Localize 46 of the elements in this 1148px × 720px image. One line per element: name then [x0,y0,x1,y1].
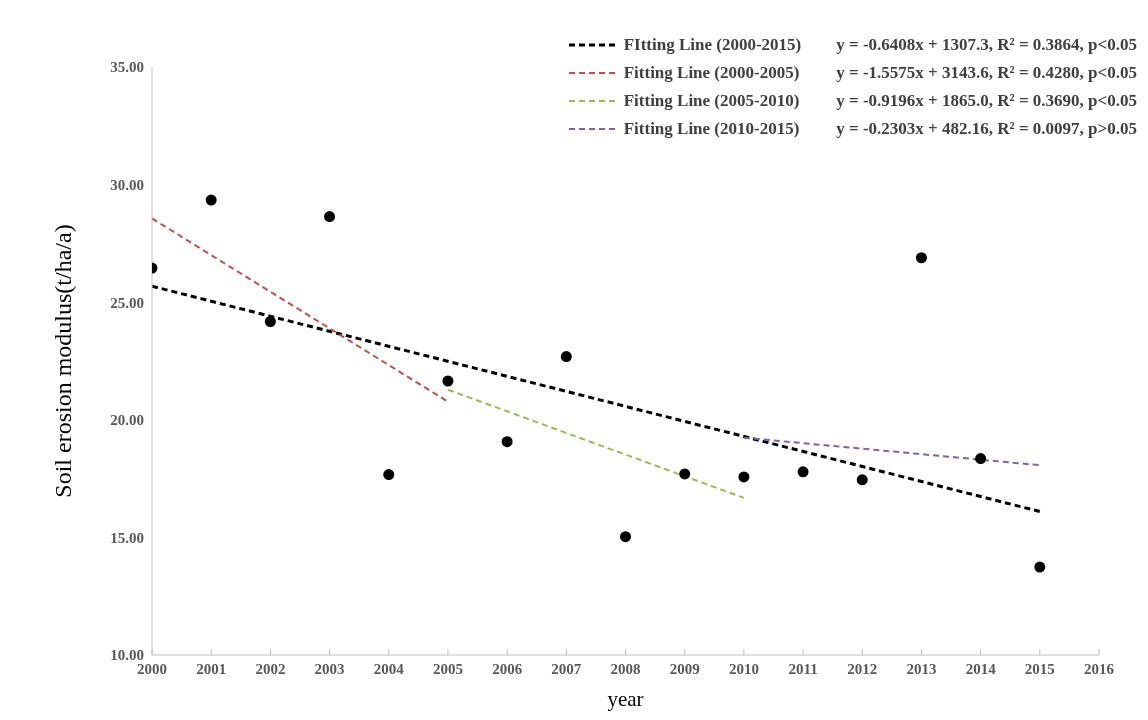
point [205,194,217,206]
point [324,211,336,223]
point [1034,561,1046,573]
y-tick-label: 25.00 [110,294,144,311]
y-tick-label: 15.00 [110,529,144,546]
text: y = -0.6408x + 1307.3, R² = 0.3864, p<0.05 [835,34,1138,56]
y-tick-label: 30.00 [110,176,144,193]
legend-label: FItting Line (2000-2015) [622,34,803,56]
x-tick-label: 2003 [314,660,345,677]
point [264,315,276,327]
annotation: y = -0.9196x + 1865.0, R² = 0.3690, p<0.05 [835,90,1138,112]
point [620,531,631,543]
annotation: y = -0.2303x + 482.16, R² = 0.0097, p>0.05 [835,118,1138,140]
x-tick-label: 2006 [492,660,523,677]
y-axis-title: Soil erosion modulus(t/ha/a) [49,224,76,498]
y-tick-label: 20.00 [110,412,144,429]
x-axis-title: year [607,687,644,711]
x-tick-label: 2014 [965,660,997,677]
x-tick-label: 2015 [1024,660,1055,677]
point [679,468,691,480]
x-tick-label: 2011 [788,660,818,677]
x-tick-label: 2001 [196,660,227,677]
legend-label: Fitting Line (2005-2010) [622,90,801,112]
x-tick-label: 2012 [847,660,878,677]
x-tick-label: 2013 [906,660,937,677]
x-tick-label: 2010 [728,660,759,677]
point [915,252,927,264]
x-tick-label: 2009 [669,660,700,677]
annotation: y = -1.5575x + 3143.6, R² = 0.4280, p<0.05 [835,62,1138,84]
y-tick-label: 35.00 [110,59,144,76]
x-tick-label: 2008 [610,660,641,677]
point [975,453,987,465]
point [797,466,809,478]
point [442,375,454,387]
point [856,474,868,486]
x-tick-label: 2007 [551,660,582,677]
x-tick-label: 2005 [432,660,463,677]
x-tick-label: 2002 [255,660,286,677]
point [501,436,513,448]
point [560,351,572,363]
point [383,469,395,481]
legend-label: Fitting Line (2000-2005) [622,62,801,84]
point [738,471,750,483]
legend-label: Fitting Line (2010-2015) [622,118,801,140]
x-tick-label: 2016 [1084,660,1115,677]
x-tick-label: 2004 [373,660,405,677]
